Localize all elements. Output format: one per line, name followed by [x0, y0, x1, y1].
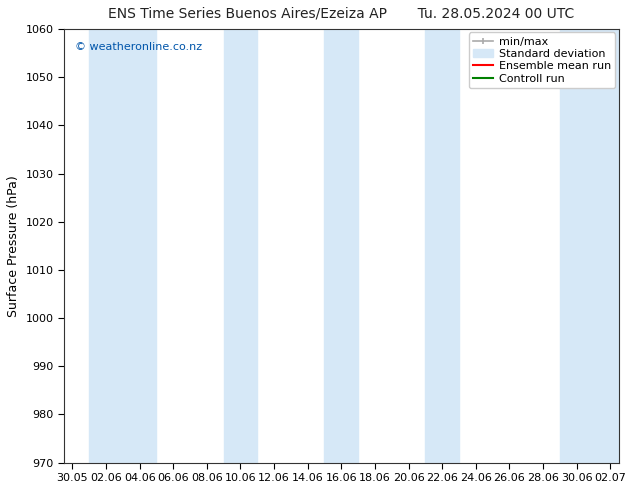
- Bar: [593, 29, 619, 463]
- Bar: [425, 29, 459, 463]
- Bar: [89, 29, 123, 463]
- Y-axis label: Surface Pressure (hPa): Surface Pressure (hPa): [7, 175, 20, 317]
- Bar: [224, 29, 257, 463]
- Title: ENS Time Series Buenos Aires/Ezeiza AP       Tu. 28.05.2024 00 UTC: ENS Time Series Buenos Aires/Ezeiza AP T…: [108, 7, 574, 21]
- Legend: min/max, Standard deviation, Ensemble mean run, Controll run: min/max, Standard deviation, Ensemble me…: [469, 32, 615, 88]
- Text: © weatheronline.co.nz: © weatheronline.co.nz: [75, 42, 202, 52]
- Bar: [123, 29, 157, 463]
- Bar: [560, 29, 593, 463]
- Bar: [325, 29, 358, 463]
